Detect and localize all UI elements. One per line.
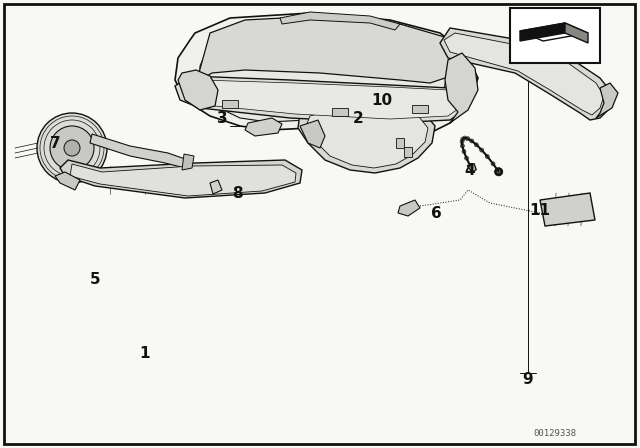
Polygon shape bbox=[178, 70, 218, 110]
Text: 9: 9 bbox=[523, 372, 533, 388]
Polygon shape bbox=[300, 120, 325, 148]
Circle shape bbox=[474, 143, 478, 147]
Text: 00129338: 00129338 bbox=[534, 428, 577, 438]
Polygon shape bbox=[540, 193, 595, 226]
Polygon shape bbox=[55, 172, 80, 190]
Polygon shape bbox=[440, 28, 612, 120]
Text: 2: 2 bbox=[353, 111, 364, 125]
Circle shape bbox=[465, 156, 468, 160]
Circle shape bbox=[466, 137, 470, 141]
Polygon shape bbox=[444, 33, 604, 115]
Polygon shape bbox=[596, 83, 618, 118]
Circle shape bbox=[470, 139, 474, 143]
Text: 1: 1 bbox=[140, 345, 150, 361]
Circle shape bbox=[491, 162, 495, 166]
Text: 3: 3 bbox=[217, 111, 227, 125]
Polygon shape bbox=[200, 24, 448, 122]
Circle shape bbox=[495, 168, 502, 176]
Text: 10: 10 bbox=[371, 92, 392, 108]
Polygon shape bbox=[467, 164, 476, 172]
Polygon shape bbox=[565, 23, 588, 43]
Polygon shape bbox=[404, 147, 412, 157]
Circle shape bbox=[460, 144, 465, 148]
Polygon shape bbox=[280, 12, 400, 30]
Text: 8: 8 bbox=[232, 185, 243, 201]
Text: 5: 5 bbox=[90, 272, 100, 288]
Polygon shape bbox=[175, 13, 478, 138]
Circle shape bbox=[50, 126, 94, 170]
Polygon shape bbox=[222, 100, 238, 108]
Circle shape bbox=[463, 136, 467, 140]
Text: 7: 7 bbox=[50, 135, 60, 151]
Circle shape bbox=[461, 137, 465, 141]
Polygon shape bbox=[70, 164, 296, 196]
Polygon shape bbox=[298, 100, 435, 173]
Polygon shape bbox=[332, 108, 348, 116]
Polygon shape bbox=[445, 53, 478, 123]
Polygon shape bbox=[245, 118, 282, 136]
Polygon shape bbox=[182, 154, 194, 170]
Polygon shape bbox=[90, 134, 188, 168]
Polygon shape bbox=[60, 160, 302, 198]
Circle shape bbox=[479, 148, 484, 152]
Polygon shape bbox=[520, 23, 565, 41]
Text: 6: 6 bbox=[431, 206, 442, 220]
Polygon shape bbox=[192, 16, 462, 98]
Polygon shape bbox=[306, 104, 428, 168]
Polygon shape bbox=[396, 138, 404, 148]
Circle shape bbox=[462, 150, 466, 154]
Polygon shape bbox=[412, 105, 428, 113]
Polygon shape bbox=[175, 76, 470, 123]
Bar bbox=[510, 8, 600, 63]
Polygon shape bbox=[210, 180, 222, 194]
Circle shape bbox=[460, 140, 464, 144]
Circle shape bbox=[64, 140, 80, 156]
Circle shape bbox=[485, 155, 490, 159]
Text: 11: 11 bbox=[529, 202, 550, 217]
Polygon shape bbox=[185, 80, 463, 119]
Text: 4: 4 bbox=[465, 163, 476, 177]
Circle shape bbox=[37, 113, 107, 183]
Circle shape bbox=[497, 170, 500, 174]
Polygon shape bbox=[398, 200, 420, 216]
Polygon shape bbox=[520, 23, 588, 41]
